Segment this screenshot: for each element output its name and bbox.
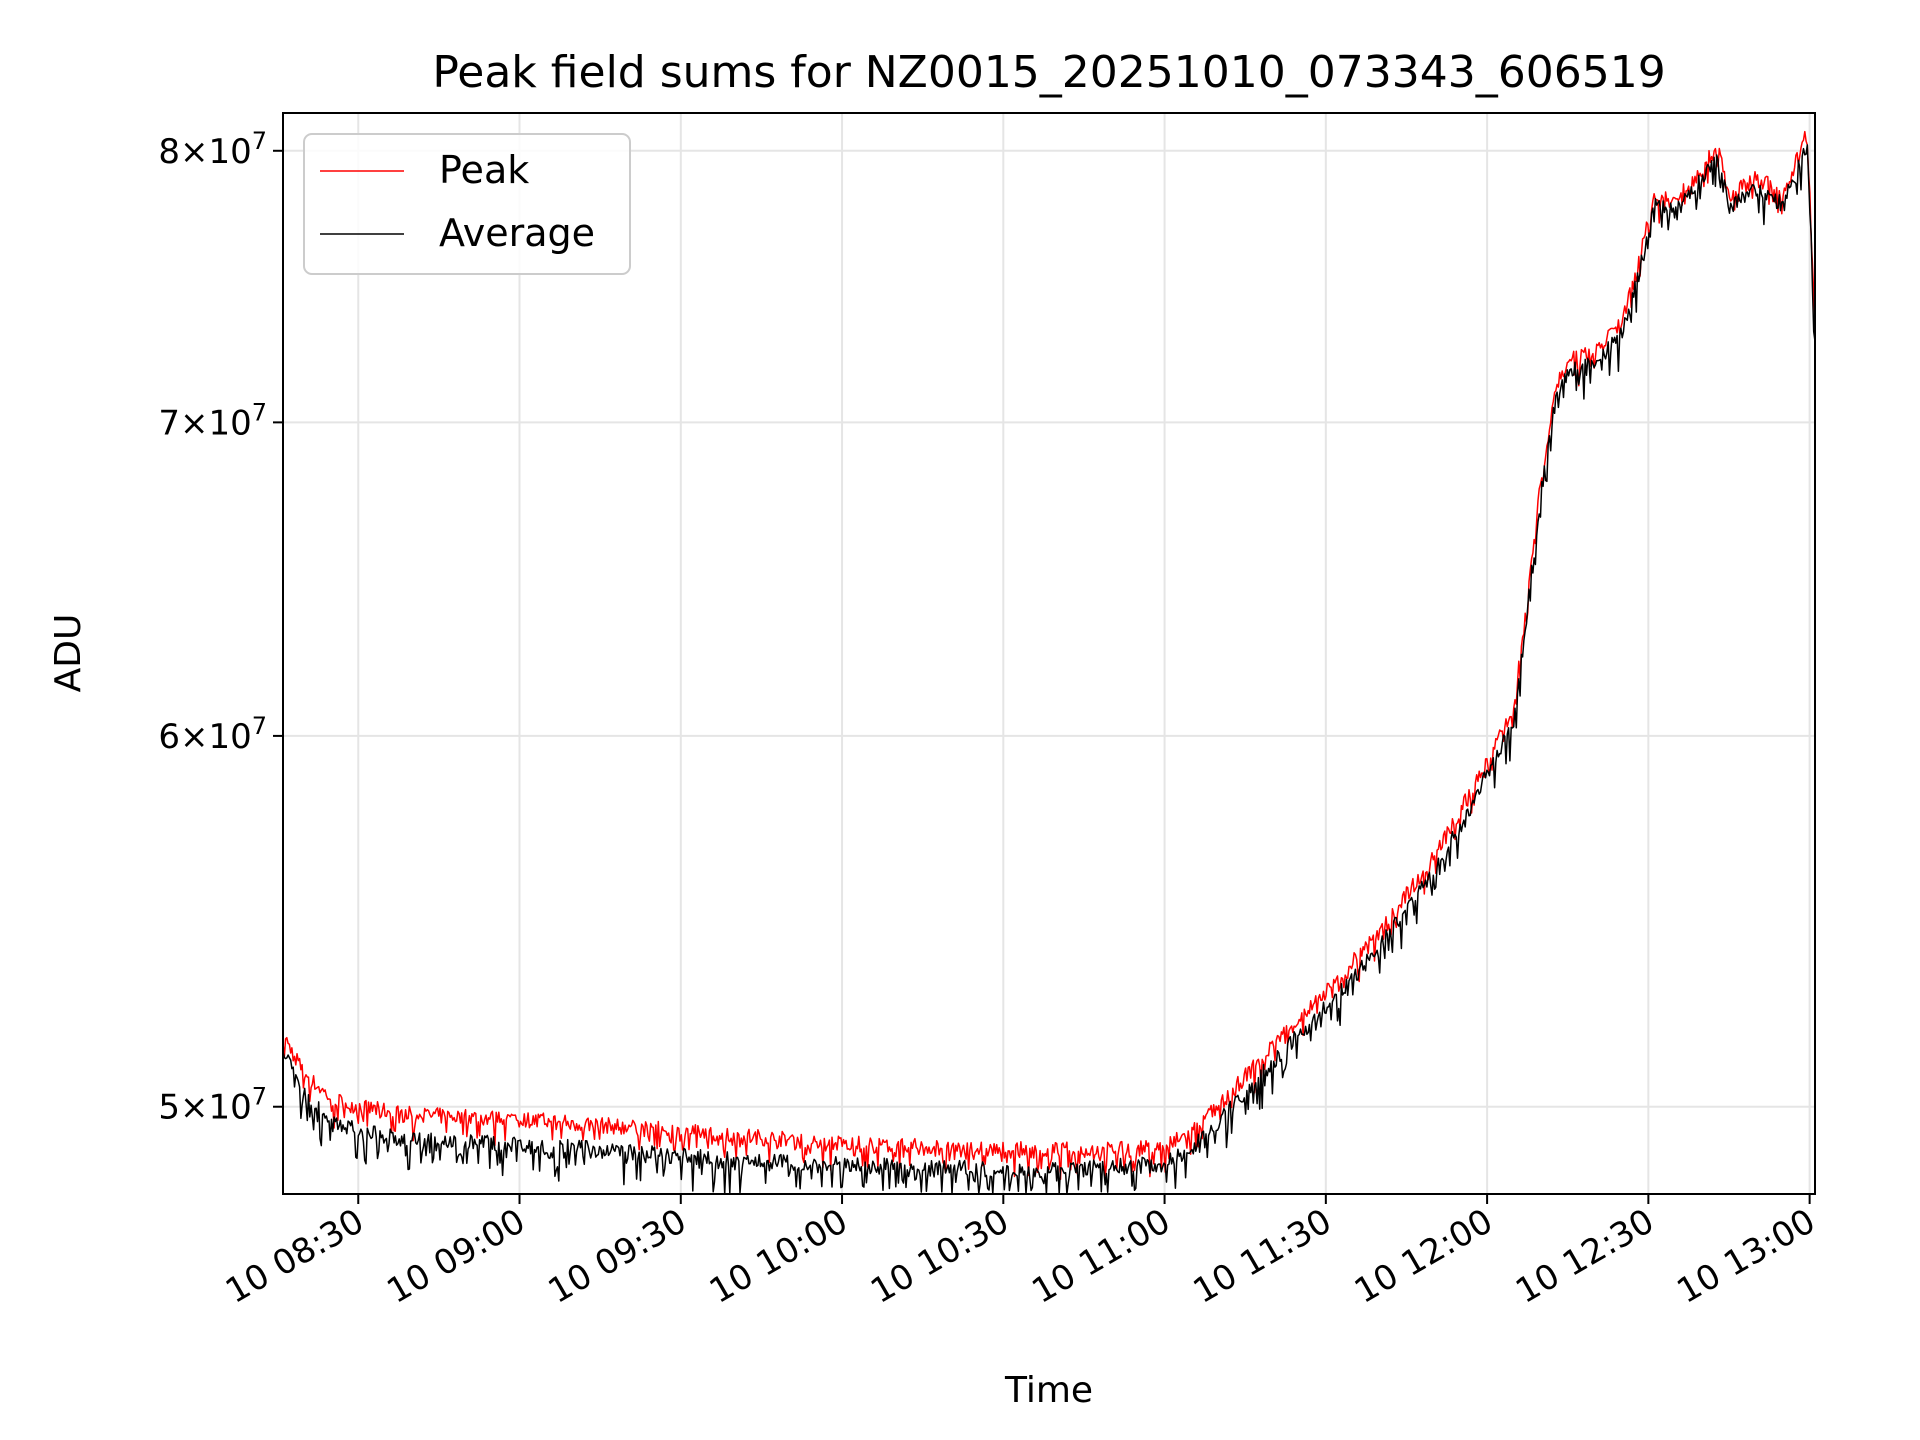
y-tick-mantissa: 8×10	[158, 132, 251, 172]
chart-title: Peak field sums for NZ0015_20251010_0733…	[432, 47, 1665, 98]
x-axis-label: Time	[1004, 1370, 1093, 1411]
y-tick-mantissa: 6×10	[158, 717, 251, 757]
grid	[283, 113, 1815, 1194]
legend: Peak Average	[303, 133, 631, 275]
y-tick-exponent: 7	[252, 712, 267, 740]
y-tick-label: 6×107	[158, 712, 267, 757]
y-axis-label: ADU	[48, 614, 89, 693]
y-tick-exponent: 7	[252, 1083, 267, 1111]
series-group	[282, 130, 1816, 1195]
legend-label-peak: Peak	[439, 148, 529, 192]
plot-frame	[282, 112, 1816, 1195]
y-tick-mantissa: 5×10	[158, 1088, 251, 1128]
y-tick-mantissa: 7×10	[158, 403, 251, 443]
y-tick-label: 8×107	[158, 127, 267, 172]
series-line-average	[282, 144, 1816, 1195]
y-tick-exponent: 7	[252, 398, 267, 426]
y-tick-label: 7×107	[158, 398, 267, 443]
legend-label-average: Average	[439, 211, 595, 255]
legend-box	[303, 133, 631, 275]
y-tick-exponent: 7	[252, 127, 267, 155]
y-tick-label: 5×107	[158, 1083, 267, 1128]
